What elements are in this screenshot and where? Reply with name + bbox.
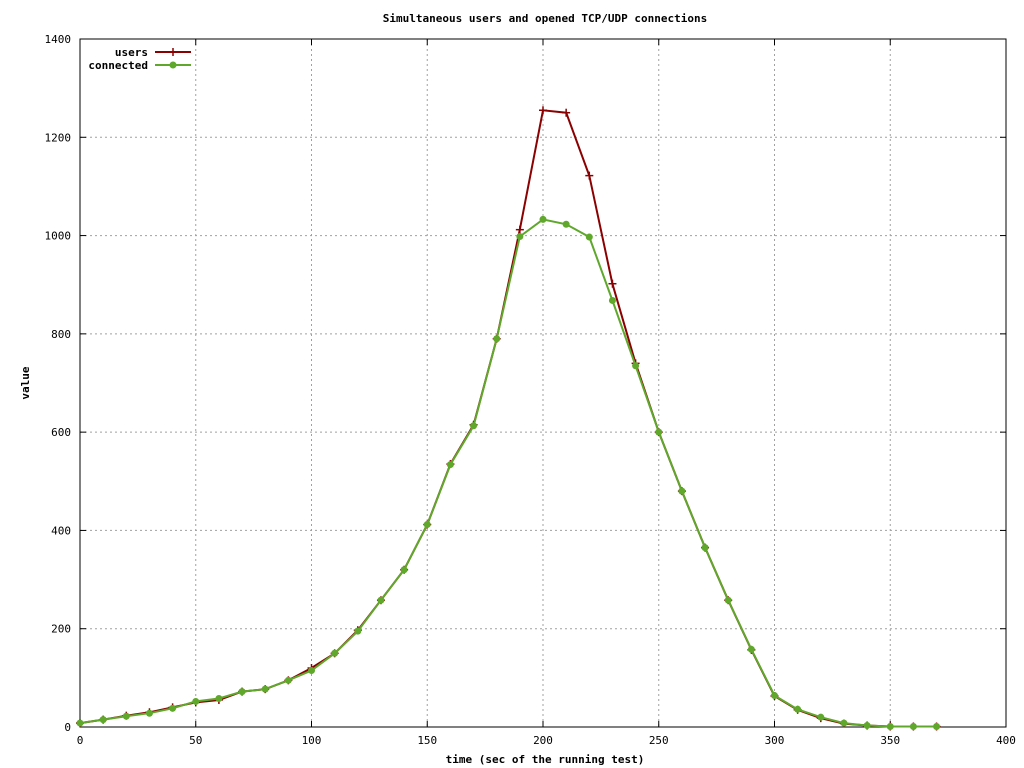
connected-point [122, 712, 130, 720]
connected-point [909, 723, 917, 731]
connected-point [655, 428, 663, 436]
users-point [539, 106, 547, 115]
x-tick-label: 50 [189, 734, 202, 747]
connected-point [261, 685, 269, 693]
connected-point [99, 716, 107, 724]
ticks-layer: 0 50 100 150 200 250 300 350 400 0 200 400 600 800 100… [45, 33, 1016, 747]
users-point [585, 171, 594, 180]
connected-point [493, 335, 501, 343]
connected-point [516, 233, 524, 241]
users-line [79, 109, 937, 728]
connected-point [840, 719, 848, 727]
x-axis-label: time (sec of the running test) [446, 753, 645, 766]
connected-point [377, 596, 385, 604]
connected-point [678, 487, 686, 495]
connected-point [747, 645, 755, 653]
connected-point [886, 723, 894, 731]
plot-frame [79, 38, 1007, 728]
connected-point [169, 704, 177, 712]
connected-point [423, 521, 431, 529]
users-point [169, 48, 177, 56]
users-point [515, 225, 524, 234]
x-tick-label: 350 [880, 734, 900, 747]
chart-title: Simultaneous users and opened TCP/UDP co… [383, 12, 708, 25]
connected-point [608, 296, 616, 304]
legend-label-connected: connected [88, 59, 148, 72]
y-tick-label: 1400 [45, 33, 72, 46]
x-tick-label: 150 [417, 734, 437, 747]
connected-point [794, 705, 802, 713]
series-users [76, 106, 941, 731]
connected-point [354, 627, 362, 635]
connected-point [192, 697, 200, 705]
x-tick-label: 100 [302, 734, 322, 747]
y-tick-label: 800 [51, 328, 71, 341]
connected-point [539, 215, 547, 223]
connected-point [724, 596, 732, 604]
connected-point [76, 719, 84, 727]
users-point [562, 108, 571, 117]
users-point [608, 279, 617, 288]
connected-point [863, 722, 871, 730]
connected-point [446, 461, 454, 469]
y-tick-label: 400 [51, 524, 71, 537]
connected-line [79, 218, 937, 728]
series-connected [76, 215, 941, 731]
x-tick-label: 250 [649, 734, 669, 747]
y-tick-label: 600 [51, 426, 71, 439]
connected-point [562, 220, 570, 228]
connected-point [284, 676, 292, 684]
grid-layer [80, 39, 1006, 727]
connected-point [238, 688, 246, 696]
connected-point [400, 566, 408, 574]
connected-point [771, 692, 778, 700]
legend-label-users: users [115, 46, 148, 59]
y-axis-label: value [19, 366, 32, 399]
x-tick-label: 0 [77, 734, 84, 747]
y-tick-label: 1000 [45, 230, 72, 243]
x-tick-label: 300 [765, 734, 785, 747]
y-tick-label: 0 [64, 721, 71, 734]
connected-point [169, 61, 177, 69]
connected-point [308, 666, 315, 674]
connected-point [215, 694, 223, 702]
connected-point [331, 649, 339, 657]
connected-point [817, 713, 825, 721]
connected-point [145, 709, 153, 717]
connected-point [701, 544, 709, 552]
y-tick-label: 1200 [45, 131, 72, 144]
y-tick-label: 200 [51, 623, 71, 636]
connected-point [933, 723, 941, 731]
connected-point [470, 422, 478, 430]
series-layer [76, 106, 941, 731]
x-tick-label: 400 [996, 734, 1016, 747]
x-tick-label: 200 [533, 734, 553, 747]
connected-point [585, 233, 593, 241]
connected-point [632, 362, 640, 370]
